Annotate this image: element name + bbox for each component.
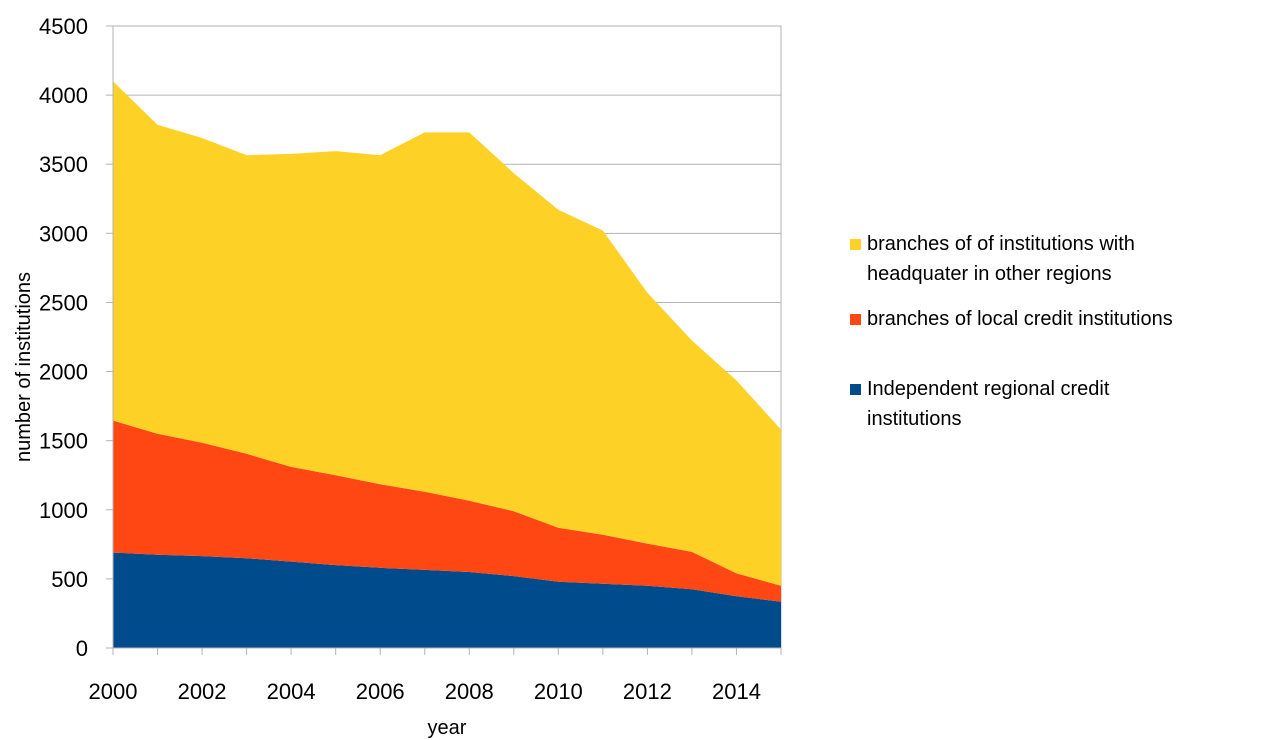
legend-swatch-2 xyxy=(850,239,861,250)
legend-swatch-0 xyxy=(850,384,861,395)
x-tick-label: 2010 xyxy=(534,679,583,704)
legend-label-2: branches of of institutions with xyxy=(867,233,1135,255)
x-axis-title: year xyxy=(428,717,467,739)
x-tick-label: 2004 xyxy=(267,679,316,704)
y-axis-title: number of institutions xyxy=(13,272,35,462)
legend-label-0: Independent regional credit xyxy=(867,378,1110,400)
series-areas xyxy=(113,81,781,648)
legend-label-0: institutions xyxy=(867,408,962,430)
x-tick-label: 2014 xyxy=(712,679,761,704)
series-area-1 xyxy=(113,420,781,602)
y-tick-label: 3000 xyxy=(39,221,88,246)
x-tick-label: 2006 xyxy=(356,679,405,704)
legend-label-2: headquater in other regions xyxy=(867,263,1112,285)
y-tick-label: 2000 xyxy=(39,360,88,385)
x-tick-label: 2012 xyxy=(623,679,672,704)
x-tick-label: 2008 xyxy=(445,679,494,704)
y-tick-label: 4500 xyxy=(39,14,88,39)
tick-labels: 0 500 1000 1500 2000 2500 3000 3500 4000 4500 2000… xyxy=(39,14,761,704)
y-tick-label: 4000 xyxy=(39,83,88,108)
y-tick-label: 2500 xyxy=(39,290,88,315)
y-tick-label: 3500 xyxy=(39,152,88,177)
axes xyxy=(106,25,782,655)
x-tick-label: 2000 xyxy=(89,679,138,704)
legend-label-1: branches of local credit institutions xyxy=(867,308,1173,330)
y-tick-label: 1500 xyxy=(39,429,88,454)
y-tick-label: 1000 xyxy=(39,498,88,523)
series-area-0 xyxy=(113,552,781,648)
x-tick-label: 2002 xyxy=(178,679,227,704)
legend-swatch-1 xyxy=(850,314,861,325)
y-tick-label: 0 xyxy=(76,636,88,661)
y-tick-label: 500 xyxy=(51,567,88,592)
legend: branches of of institutions with headquat… xyxy=(850,233,1173,430)
series-area-2 xyxy=(113,81,781,586)
